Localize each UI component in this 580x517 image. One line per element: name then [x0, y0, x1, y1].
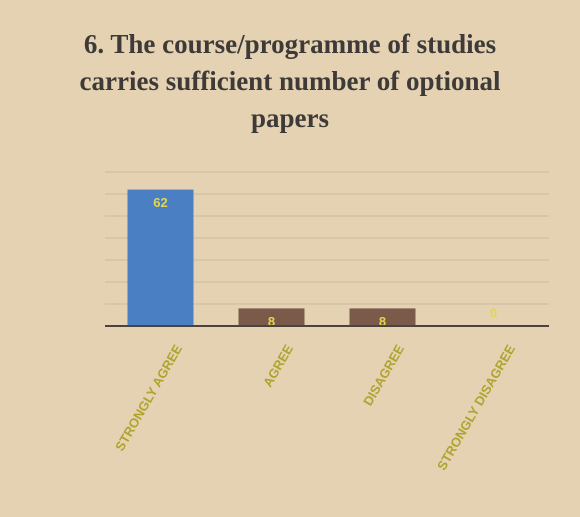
x-tick-label: DISAGREE: [360, 342, 407, 409]
chart: 62STRONGLY AGREE8AGREE8DISAGREE0STRONGLY…: [0, 0, 580, 517]
x-tick-label: STRONGLY AGREE: [112, 342, 185, 454]
data-label: 0: [490, 305, 497, 320]
x-tick-label: AGREE: [260, 342, 296, 390]
bar: [128, 190, 194, 326]
data-label: 62: [153, 195, 167, 210]
page: 6. The course/programme of studies carri…: [0, 0, 580, 517]
x-tick-label: STRONGLY DISAGREE: [434, 342, 518, 473]
